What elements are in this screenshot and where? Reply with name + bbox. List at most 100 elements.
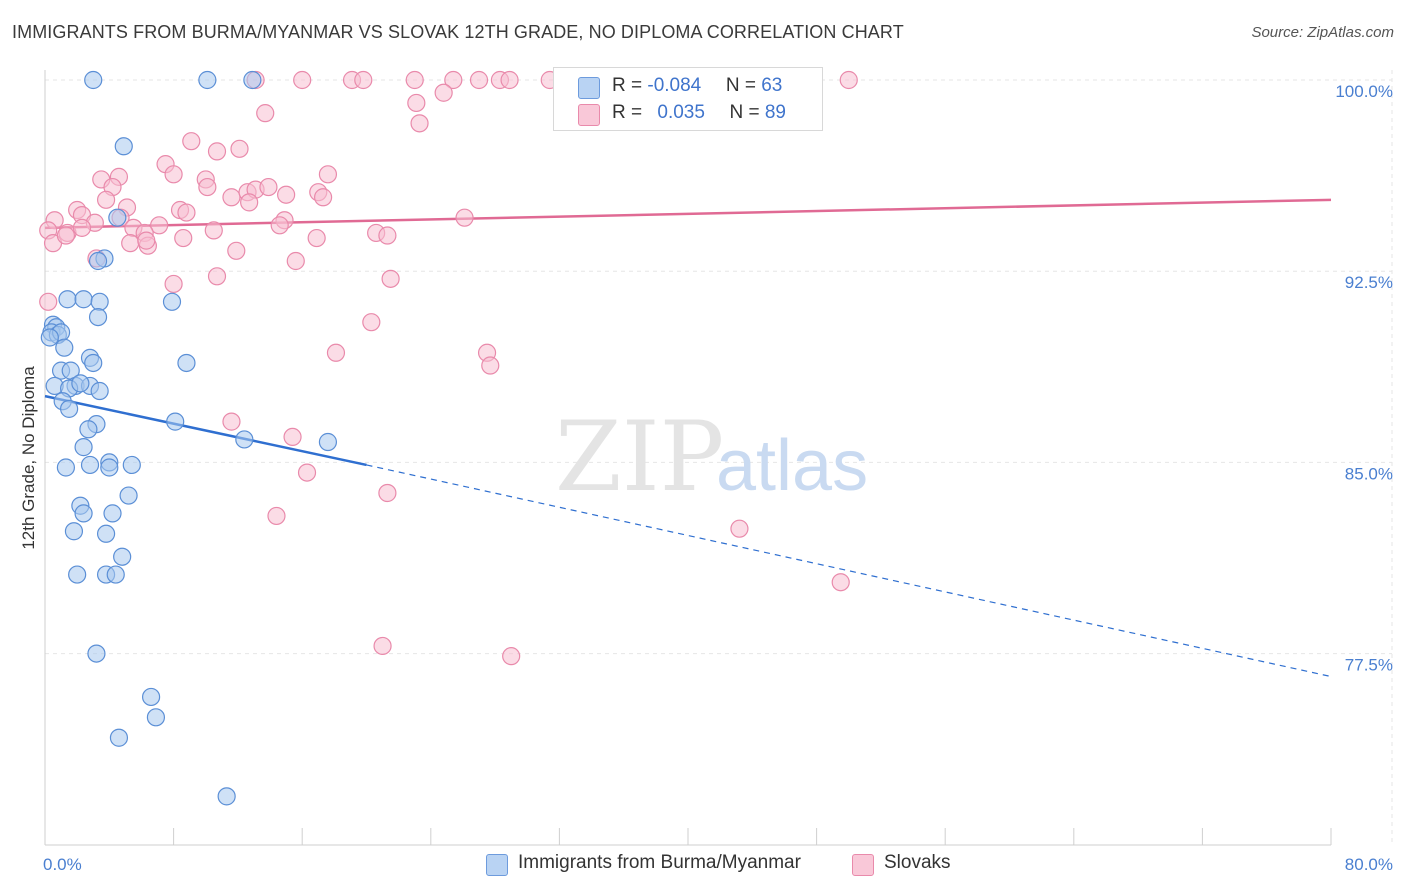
data-point-burma — [103, 504, 122, 523]
legend-r-label: R = — [612, 102, 648, 123]
data-point-slovaks — [164, 165, 183, 184]
data-point-burma — [64, 522, 84, 541]
watermark-atlas: atlas — [716, 426, 868, 506]
data-point-slovaks — [222, 412, 241, 431]
data-point-burma — [162, 292, 182, 311]
data-point-burma — [141, 687, 161, 707]
data-point-burma — [74, 504, 93, 523]
data-point-burma — [243, 70, 262, 90]
data-point-burma — [166, 412, 185, 431]
data-point-burma — [58, 290, 77, 309]
data-point-slovaks — [293, 70, 312, 90]
series-slovaks — [39, 70, 858, 666]
legend-swatch-pink — [578, 104, 600, 126]
chart-title: IMMIGRANTS FROM BURMA/MYANMAR VS SLOVAK … — [12, 22, 904, 42]
data-point-burma — [74, 438, 93, 457]
data-point-slovaks — [307, 228, 326, 248]
data-point-slovaks — [362, 313, 381, 332]
data-point-burma — [106, 565, 125, 584]
y-tick-label: 85.0% — [1345, 464, 1393, 483]
data-point-slovaks — [39, 292, 58, 311]
data-point-slovaks — [174, 228, 193, 248]
data-point-burma — [119, 486, 138, 505]
data-point-slovaks — [56, 226, 75, 245]
data-point-burma — [108, 208, 127, 227]
data-point-slovaks — [222, 188, 241, 207]
legend-swatch-blue — [486, 854, 508, 876]
y-tick-label: 77.5% — [1345, 656, 1393, 675]
data-point-burma — [84, 353, 103, 373]
data-point-burma — [100, 458, 119, 477]
data-point-burma — [198, 70, 217, 90]
data-point-burma — [84, 70, 103, 90]
data-point-burma — [114, 137, 133, 156]
data-point-burma — [60, 399, 79, 418]
data-point-slovaks — [500, 70, 519, 90]
data-point-slovaks — [354, 70, 373, 90]
legend-n-label: N = — [725, 75, 762, 96]
data-point-slovaks — [407, 93, 426, 113]
data-point-slovaks — [227, 241, 246, 260]
data-point-slovaks — [177, 203, 196, 222]
data-point-slovaks — [164, 274, 183, 294]
data-point-slovaks — [230, 139, 249, 158]
data-point-slovaks — [730, 519, 749, 538]
trend-lines — [44, 198, 1332, 678]
data-point-slovaks — [277, 185, 296, 204]
watermark: ZIP atlas — [555, 401, 868, 513]
y-axis-label: 12th Grade, No Diploma — [19, 366, 38, 550]
data-point-slovaks — [96, 190, 116, 209]
data-point-slovaks — [410, 114, 429, 133]
data-point-slovaks — [137, 231, 156, 250]
series-burma-myanmar — [40, 70, 338, 806]
data-point-slovaks — [270, 216, 289, 235]
data-point-slovaks — [283, 427, 302, 447]
data-point-burma — [68, 565, 87, 584]
data-point-burma — [79, 420, 98, 439]
legend-n-value: 89 — [764, 102, 786, 123]
data-point-slovaks — [405, 70, 424, 90]
data-point-slovaks — [259, 177, 278, 197]
data-point-slovaks — [469, 70, 489, 90]
legend-swatch-pink — [852, 854, 874, 876]
x-tick-label: 0.0% — [43, 855, 82, 874]
data-point-burma — [146, 708, 166, 727]
data-point-burma — [74, 290, 93, 309]
data-point-slovaks — [481, 356, 500, 375]
data-point-burma — [217, 787, 236, 806]
data-point-slovaks — [455, 208, 474, 227]
data-point-slovaks — [378, 226, 397, 245]
trend-line-slovaks — [44, 198, 1332, 230]
data-point-slovaks — [373, 636, 392, 656]
legend-label-burma: Immigrants from Burma/Myanmar — [518, 852, 801, 873]
y-tick-label: 100.0% — [1335, 82, 1393, 101]
legend-swatch-blue — [578, 77, 600, 99]
legend-label-slovaks: Slovaks — [884, 852, 951, 873]
data-point-burma — [71, 374, 90, 393]
data-point-slovaks — [444, 70, 463, 90]
data-point-slovaks — [198, 177, 217, 197]
data-point-burma — [109, 728, 129, 747]
watermark-zip: ZIP — [555, 401, 724, 513]
axes — [44, 70, 1332, 846]
data-point-slovaks — [256, 104, 275, 123]
source-label: Source: ZipAtlas.com — [1251, 24, 1394, 41]
data-point-burma — [122, 455, 141, 475]
legend-n-label: N = — [729, 102, 765, 123]
data-point-burma — [55, 338, 74, 357]
data-point-slovaks — [182, 132, 201, 151]
data-point-slovaks — [839, 70, 858, 90]
legend-r-value: 0.035 — [657, 102, 705, 123]
data-point-burma — [88, 307, 108, 327]
series-legend: Immigrants from Burma/Myanmar Slovaks — [0, 852, 1406, 878]
data-point-burma — [113, 547, 132, 566]
data-point-slovaks — [150, 216, 169, 235]
data-point-slovaks — [72, 218, 92, 237]
data-point-slovaks — [204, 221, 223, 240]
data-point-burma — [235, 430, 254, 449]
data-point-burma — [56, 458, 75, 477]
data-point-slovaks — [297, 463, 317, 482]
data-point-slovaks — [207, 142, 227, 161]
legend-r-label: R = — [612, 75, 648, 96]
